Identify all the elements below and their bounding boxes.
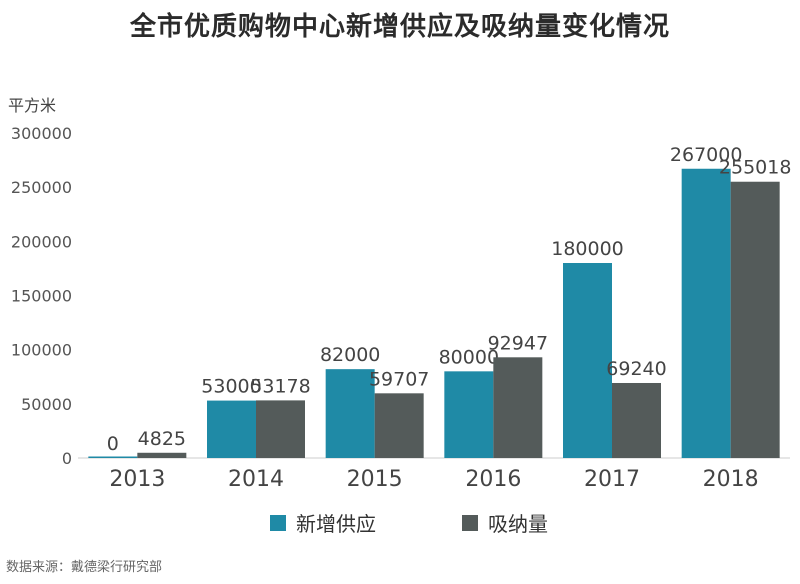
x-tick-label-2014: 2014 [228, 467, 284, 492]
chart-legend: 新增供应 吸纳量 [0, 508, 800, 538]
x-tick-label-2015: 2015 [347, 467, 403, 492]
y-tick-label: 300000 [11, 124, 72, 143]
legend-label-supply: 新增供应 [296, 512, 376, 536]
chart-title: 全市优质购物中心新增供应及吸纳量变化情况 [129, 12, 670, 42]
legend-label-absorption: 吸纳量 [488, 512, 548, 536]
x-tick-label-2013: 2013 [109, 467, 165, 492]
y-tick-label: 150000 [11, 287, 72, 306]
data-label-absorption-2014: 53178 [250, 375, 310, 397]
bar-supply-2013 [88, 456, 138, 458]
bar-absorption-2013 [137, 452, 187, 458]
legend-swatch-supply [270, 514, 286, 531]
bar-absorption-2014 [256, 400, 305, 458]
y-axis-unit: 平方米 [8, 96, 57, 115]
data-label-absorption-2018: 255018 [719, 157, 792, 179]
data-label-absorption-2015: 59707 [369, 368, 429, 390]
bar-supply-2014 [207, 400, 256, 458]
x-tick-label-2017: 2017 [584, 467, 640, 492]
bar-absorption-2018 [730, 181, 780, 458]
legend-item-supply: 新增供应 [270, 508, 376, 537]
bar-absorption-2015 [374, 393, 424, 458]
source-note: 数据来源：戴德梁行研究部 [6, 560, 163, 575]
x-tick-label-2018: 2018 [703, 467, 759, 492]
x-tick-label-2016: 2016 [465, 467, 521, 492]
data-label-supply-2017: 180000 [551, 238, 624, 260]
data-label-supply-2015: 82000 [320, 344, 380, 366]
bar-supply-2015 [325, 369, 375, 458]
data-label-absorption-2017: 69240 [606, 358, 666, 380]
y-tick-label: 50000 [21, 395, 72, 414]
y-tick-label: 100000 [11, 341, 72, 360]
bar-absorption-2017 [612, 382, 661, 458]
data-label-supply-2018: 267000 [670, 144, 743, 166]
y-tick-label: 200000 [11, 232, 72, 251]
bar-supply-2017 [563, 263, 612, 458]
legend-item-absorption: 吸纳量 [462, 508, 548, 537]
data-label-supply-2013: 0 [107, 433, 119, 455]
data-label-supply-2014: 53000 [201, 376, 261, 398]
data-label-absorption-2013: 4825 [138, 428, 186, 450]
y-tick-label: 250000 [11, 178, 72, 197]
bar-supply-2018 [681, 168, 731, 458]
bar-supply-2016 [444, 371, 494, 458]
data-label-absorption-2016: 92947 [488, 332, 548, 354]
bar-absorption-2016 [493, 357, 543, 458]
y-tick-label: 0 [62, 449, 72, 468]
data-label-supply-2016: 80000 [439, 346, 499, 368]
legend-swatch-absorption [462, 514, 478, 531]
